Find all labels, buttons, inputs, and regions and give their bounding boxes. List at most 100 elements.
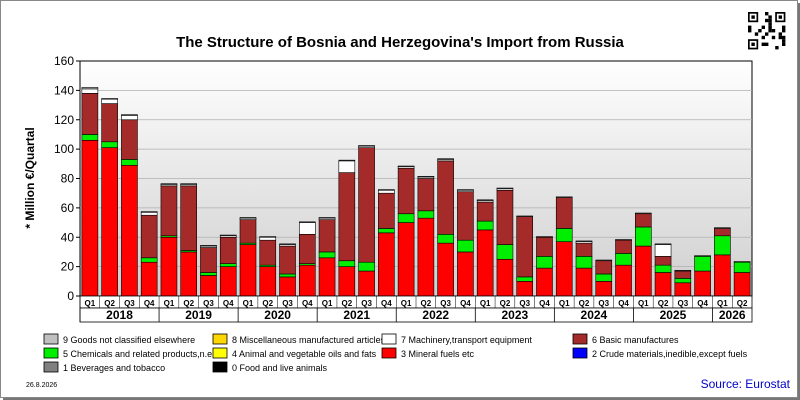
x-tick-label: Q1 [164,299,175,308]
x-tick-label: Q1 [717,299,728,308]
legend-swatch [43,347,59,359]
bar-segment [298,264,316,297]
x-tick-label: Q1 [480,299,491,308]
bar-segment [180,185,198,251]
bar-segment [714,228,731,237]
bar-segment [694,270,711,297]
bar-segment [714,235,731,256]
legend-swatch [43,333,59,345]
legend-swatch [381,347,397,359]
bar-segment [279,245,296,275]
x-tick-label: Q4 [618,299,629,308]
bar-segment [121,119,138,160]
bar-segment [654,272,672,297]
bar-segment [318,219,336,253]
bar-segment [516,215,534,217]
bar-segment [219,234,237,237]
bar-segment [674,270,692,279]
bar-segment [634,213,652,228]
bar-segment [279,243,296,245]
bar-segment [417,178,435,212]
bar-segment [674,278,692,284]
bar-segment [140,214,158,259]
qr-module [768,29,772,33]
bar-segment [259,236,277,241]
bar-segment [180,183,198,185]
y-tick-label: 20 [61,260,75,274]
x-tick-label: Q4 [223,299,234,308]
legend-swatch [212,333,228,345]
bar-segment [575,267,593,297]
bar-segment [338,159,356,162]
x-tick-label: Q3 [282,299,293,308]
date-stamp: 26.8.2026 [26,382,57,389]
bar-segment [121,159,138,166]
bar-segment [615,239,632,254]
year-label: 2025 [660,308,687,322]
bar-segment [318,257,336,297]
bar-segment [219,236,237,264]
qr-module [765,18,769,23]
bar-segment [378,192,395,229]
bar-segment [575,256,593,269]
bar-segment [160,236,178,297]
bar-segment [437,160,454,235]
bar-segment [121,164,138,297]
x-tick-label: Q1 [85,299,96,308]
qr-module [768,22,772,26]
legend-label: 2 Crude materials,inedible,except fuels [592,349,748,359]
legend-swatch [572,333,588,345]
qr-module [775,46,779,50]
bar-segment [634,212,652,215]
qr-finder-core [751,15,755,19]
x-tick-label: Q2 [737,299,748,308]
legend-label: 5 Chemicals and related products,n.e.s. [63,349,222,359]
bar-segment [200,247,217,273]
bar-segment [81,87,99,90]
y-axis-label: * Million €/Quartal [23,127,37,228]
legend-swatch [43,361,59,373]
bar-segment [714,227,731,229]
year-label: 2026 [719,308,746,322]
bar-segment [397,165,415,168]
bar-segment [259,266,277,297]
x-tick-label: Q1 [401,299,412,308]
bar-segment [101,141,118,148]
y-tick-label: 40 [61,230,75,244]
bar-segment [338,160,356,173]
qr-module [761,25,765,29]
bar-segment [457,239,474,253]
qr-module [778,35,782,40]
x-tick-label: Q2 [579,299,590,308]
bar-segment [378,232,395,297]
bar-segment [555,197,573,229]
legend-label: 9 Goods not classified elsewhere [63,335,195,345]
legend-label: 6 Basic manufactures [592,335,679,345]
bar-segment [694,256,711,272]
bar-segment [318,251,336,259]
bar-segment [239,244,257,297]
year-label: 2018 [106,308,133,322]
x-tick-label: Q3 [519,299,530,308]
year-label: 2020 [264,308,291,322]
bar-segment [674,282,692,297]
x-tick-label: Q2 [183,299,194,308]
bar-segment [733,272,751,297]
bar-segment [81,140,99,297]
y-tick-label: 120 [54,113,74,127]
year-label: 2024 [581,308,608,322]
chart-title: The Structure of Bosnia and Herzegovina'… [176,34,624,51]
bar-segment [496,244,514,260]
legend-swatch [212,361,228,373]
x-tick-label: Q3 [440,299,451,308]
bar-segment [516,216,534,278]
bar-segment [358,261,375,272]
bar-segment [239,219,257,244]
bar-segment [733,261,751,263]
bar-segment [634,226,652,247]
bar-segment [555,196,573,198]
y-tick-label: 100 [54,142,74,156]
qr-module [748,29,752,33]
x-tick-label: Q3 [598,299,609,308]
